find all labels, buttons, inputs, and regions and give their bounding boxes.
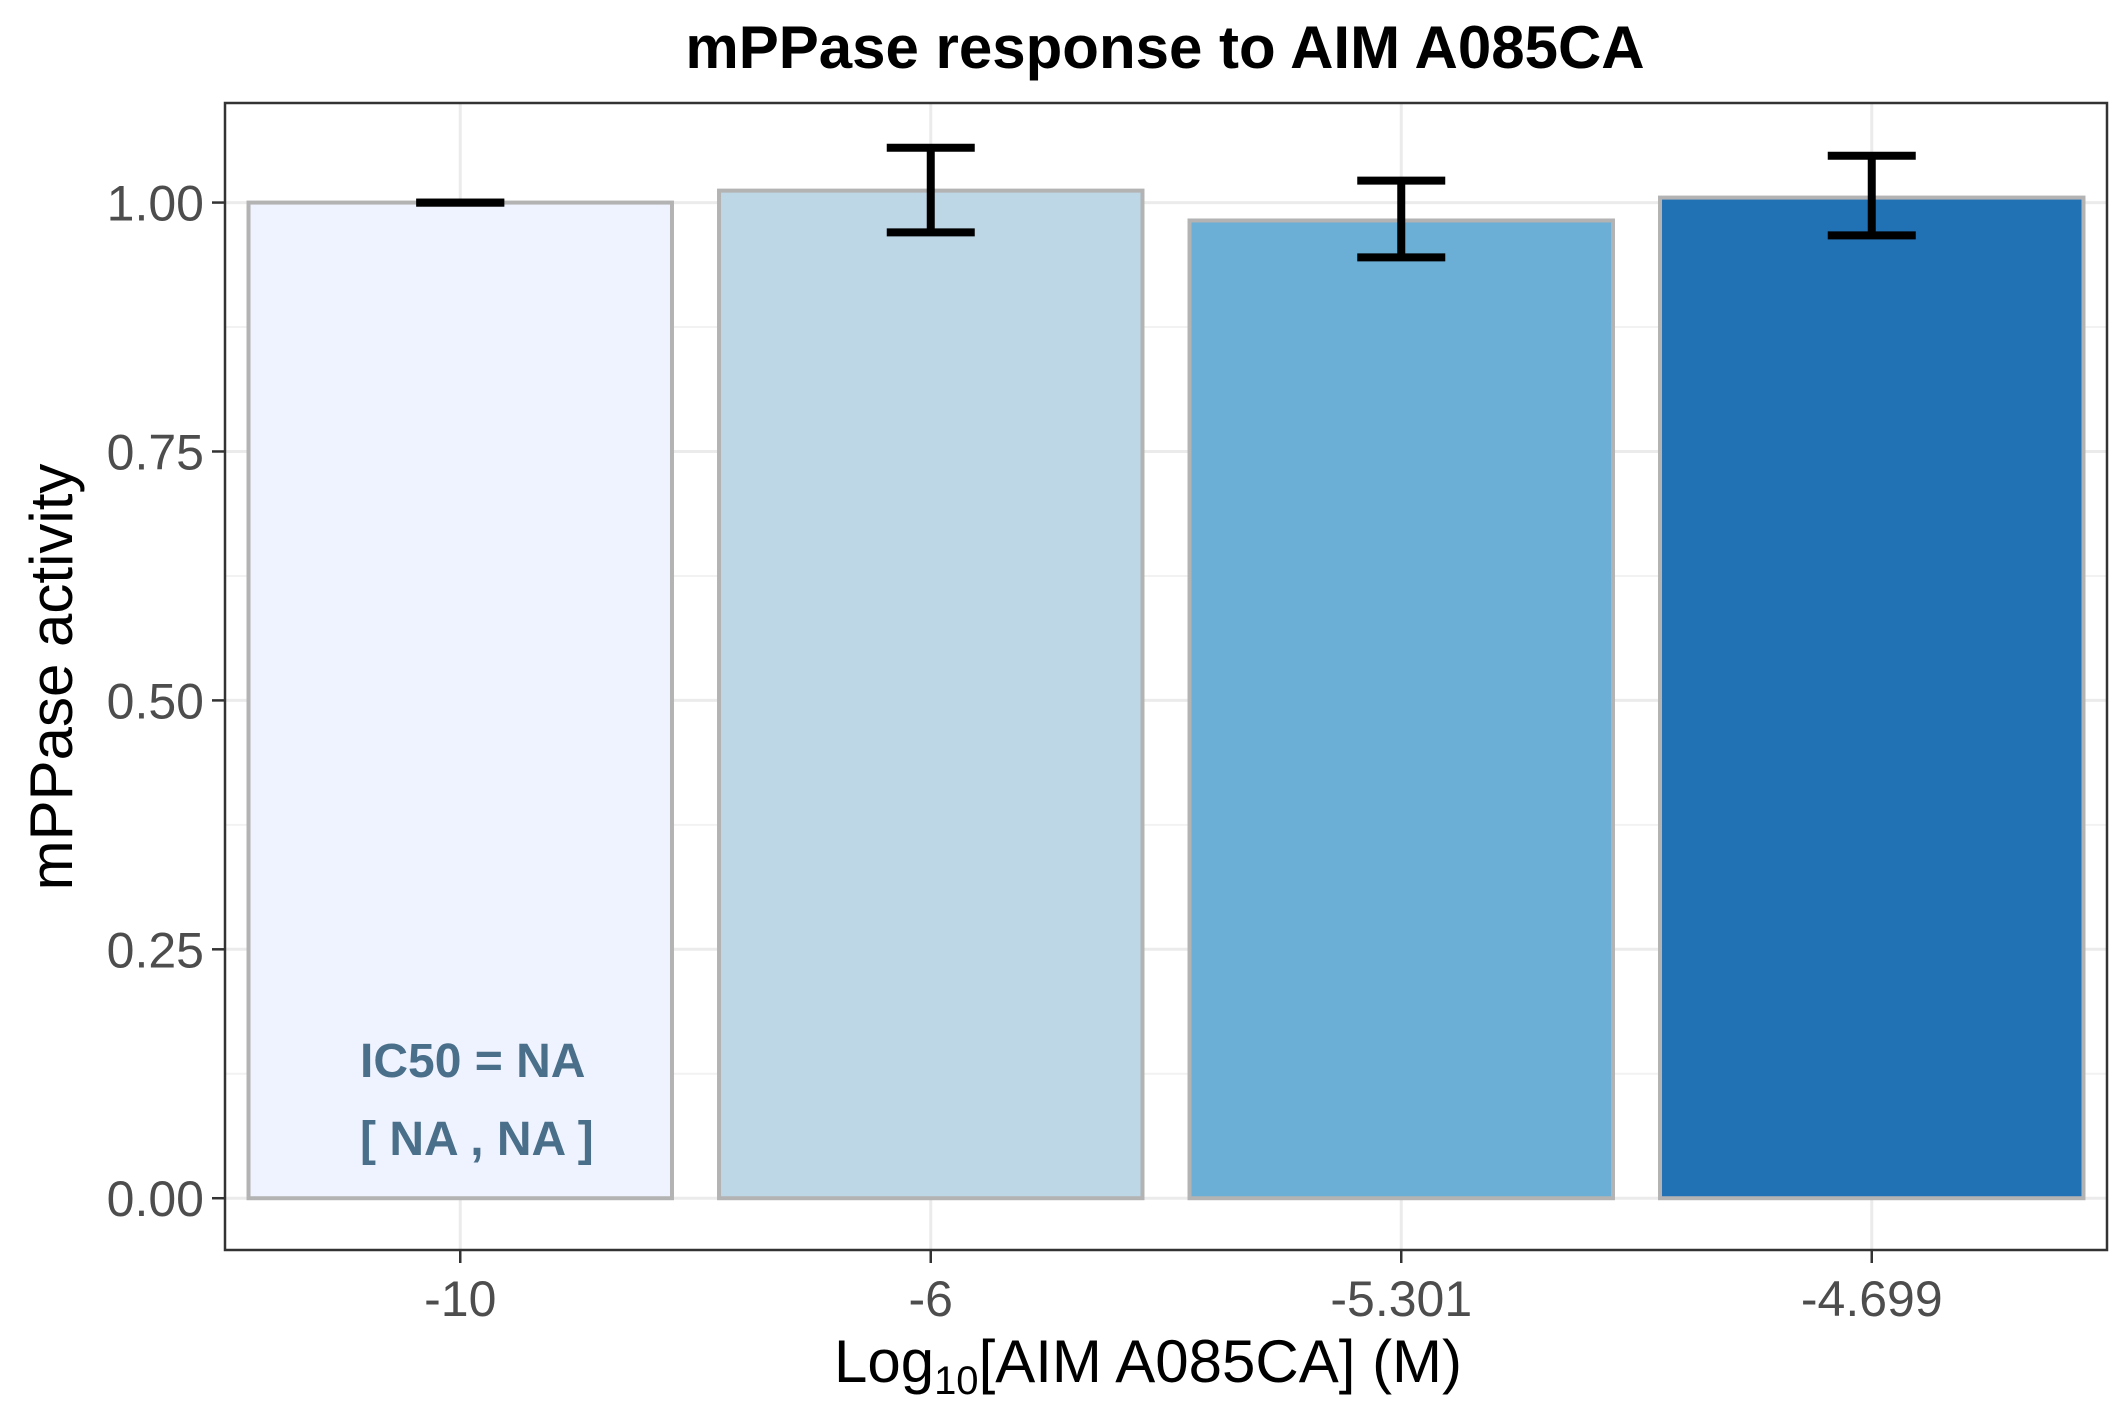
y-tick-label: 0.00 <box>107 1171 204 1227</box>
bar <box>1658 195 2086 1201</box>
chart-title: mPPase response to AIM A085CA <box>685 14 1644 81</box>
x-tick-label: -10 <box>424 1271 496 1327</box>
x-tick-label: -6 <box>909 1271 953 1327</box>
error-bars <box>416 143 1916 262</box>
x-axis: -10 -6 -5.301 -4.699 <box>424 1250 1943 1327</box>
y-tick-label: 0.50 <box>107 673 204 729</box>
bar <box>1187 218 1615 1201</box>
y-axis: 0.00 0.25 0.50 0.75 1.00 <box>107 176 225 1227</box>
x-axis-title-prefix: Log <box>834 1328 934 1395</box>
y-tick-label: 1.00 <box>107 176 204 232</box>
x-tick-label: -4.699 <box>1801 1271 1943 1327</box>
y-axis-title: mPPase activity <box>18 464 85 891</box>
x-axis-title-suffix: [AIM A085CA] (M) <box>979 1328 1462 1395</box>
x-tick-label: -5.301 <box>1330 1271 1472 1327</box>
ic50-interval-annotation: [ NA , NA ] <box>360 1113 594 1166</box>
y-tick-label: 0.75 <box>107 424 204 480</box>
annotation-group: IC50 = NA [ NA , NA ] <box>360 1035 594 1166</box>
y-tick-label: 0.25 <box>107 922 204 978</box>
ic50-annotation: IC50 = NA <box>360 1035 585 1088</box>
x-axis-title: Log10[AIM A085CA] (M) <box>834 1328 1462 1403</box>
x-axis-title-subscript: 10 <box>934 1359 979 1403</box>
plot-panel-border <box>223 101 2109 1252</box>
bar <box>246 200 674 1201</box>
bars <box>246 188 2086 1201</box>
bar <box>717 188 1145 1201</box>
